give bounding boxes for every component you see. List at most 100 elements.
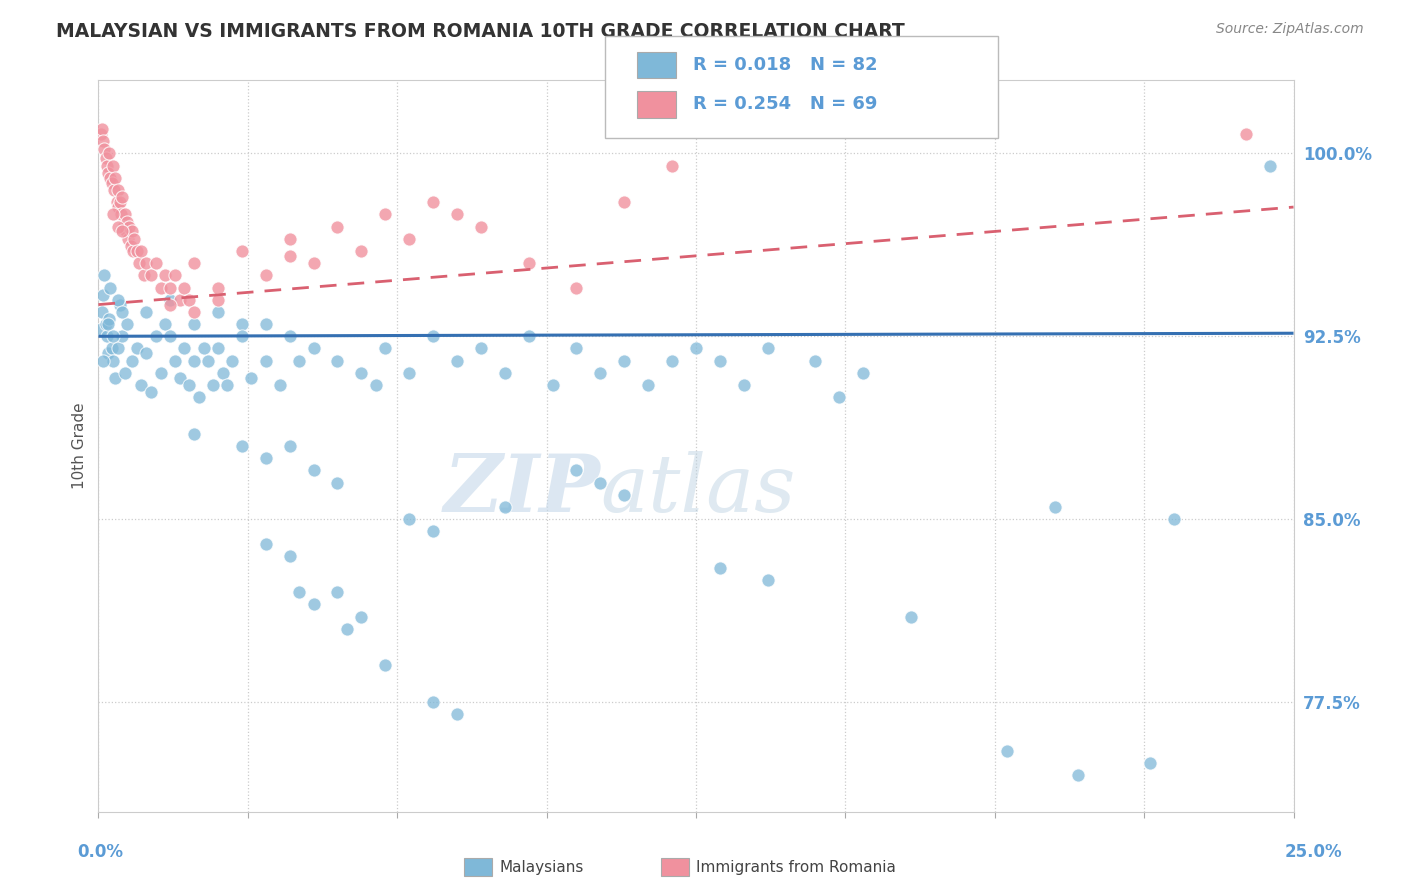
Point <box>97 317 120 331</box>
Point <box>254 317 277 331</box>
Point <box>231 317 253 331</box>
Point <box>173 280 195 294</box>
Point <box>804 353 827 368</box>
Point <box>121 244 143 258</box>
Point <box>254 268 277 283</box>
Point <box>139 385 162 400</box>
Point <box>1258 159 1281 173</box>
Point <box>101 329 124 343</box>
Point <box>565 280 588 294</box>
Point <box>637 378 659 392</box>
Point <box>101 207 124 221</box>
Point <box>278 329 301 343</box>
Point <box>121 353 143 368</box>
Point <box>709 561 731 575</box>
Point <box>733 378 755 392</box>
Point <box>94 151 117 165</box>
Point <box>107 219 129 234</box>
Point <box>183 305 205 319</box>
Point <box>613 353 636 368</box>
Point <box>661 159 683 173</box>
Point <box>93 268 115 283</box>
Point <box>494 366 516 380</box>
Point <box>149 366 172 380</box>
Point <box>221 353 243 368</box>
Point <box>107 200 129 214</box>
Point <box>756 342 779 356</box>
Point <box>422 329 444 343</box>
Text: R = 0.018   N = 82: R = 0.018 N = 82 <box>693 56 877 74</box>
Point <box>91 353 114 368</box>
Point <box>91 288 114 302</box>
Point <box>91 122 114 136</box>
Point <box>613 195 636 210</box>
Point <box>278 232 301 246</box>
Point <box>565 463 588 477</box>
Point <box>217 378 239 392</box>
Point <box>398 232 420 246</box>
Text: MALAYSIAN VS IMMIGRANTS FROM ROMANIA 10TH GRADE CORRELATION CHART: MALAYSIAN VS IMMIGRANTS FROM ROMANIA 10T… <box>56 22 905 41</box>
Point <box>169 293 191 307</box>
Point <box>131 244 153 258</box>
Point <box>852 366 875 380</box>
Point <box>101 342 124 356</box>
Point <box>207 305 229 319</box>
Point <box>159 293 181 307</box>
Point <box>187 390 209 404</box>
Point <box>98 170 122 185</box>
Point <box>159 297 181 311</box>
Point <box>112 219 135 234</box>
Point <box>135 305 157 319</box>
Point <box>159 280 181 294</box>
Point <box>278 549 301 563</box>
Point <box>183 256 205 270</box>
Point <box>1043 500 1066 514</box>
Point <box>115 215 138 229</box>
Point <box>125 244 148 258</box>
Point <box>661 353 683 368</box>
Point <box>107 342 129 356</box>
Point <box>90 322 112 336</box>
Point <box>995 744 1018 758</box>
Text: R = 0.254   N = 69: R = 0.254 N = 69 <box>693 95 877 113</box>
Point <box>517 329 540 343</box>
Point <box>108 297 131 311</box>
Point <box>254 353 277 368</box>
Point <box>326 219 349 234</box>
Point <box>446 707 468 722</box>
Point <box>111 329 134 343</box>
Point <box>422 195 444 210</box>
Point <box>231 244 253 258</box>
Point <box>202 378 225 392</box>
Point <box>96 159 118 173</box>
Point <box>155 268 177 283</box>
Text: Malaysians: Malaysians <box>499 860 583 874</box>
Point <box>131 378 153 392</box>
Text: ZIP: ZIP <box>443 451 600 529</box>
Point <box>756 573 779 587</box>
Point <box>446 207 468 221</box>
Point <box>470 342 492 356</box>
Point <box>117 232 139 246</box>
Point <box>470 219 492 234</box>
Point <box>149 280 172 294</box>
Point <box>90 127 112 141</box>
Point <box>111 190 134 204</box>
Point <box>114 207 136 221</box>
Point <box>169 370 191 384</box>
Point <box>124 232 146 246</box>
Point <box>97 146 120 161</box>
Point <box>183 317 205 331</box>
Point <box>207 293 229 307</box>
Point <box>541 378 564 392</box>
Point <box>96 329 118 343</box>
Point <box>374 207 396 221</box>
Point <box>302 342 325 356</box>
Point <box>93 142 115 156</box>
Point <box>828 390 851 404</box>
Point <box>107 183 129 197</box>
Point <box>135 346 157 360</box>
Point <box>101 353 124 368</box>
Point <box>326 585 349 599</box>
Point <box>350 609 373 624</box>
